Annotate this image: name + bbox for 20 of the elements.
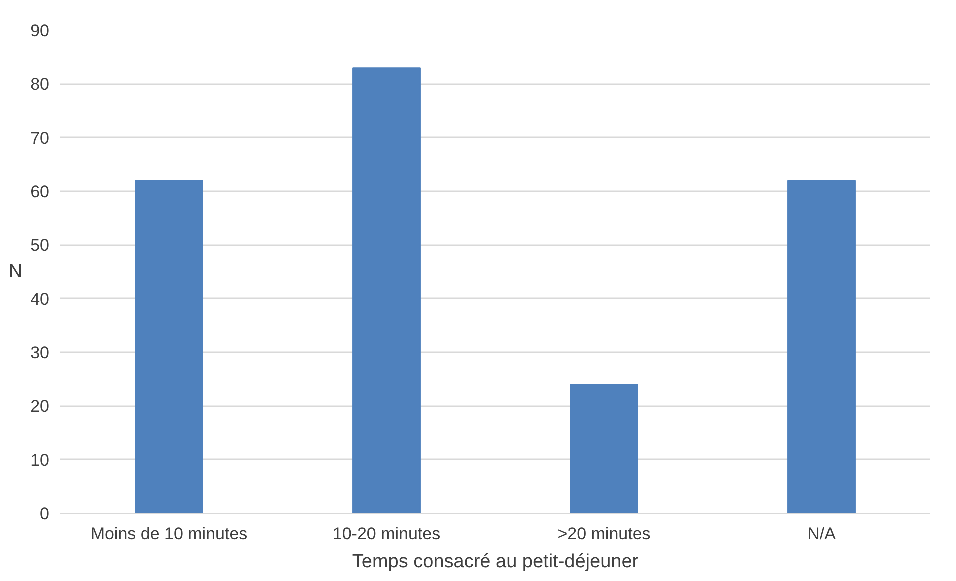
y-tick-label: 90 (30, 22, 50, 40)
y-axis-title: N (8, 262, 23, 282)
x-tick-label: N/A (808, 524, 837, 544)
y-tick-label: 30 (30, 344, 50, 362)
x-tick-label: Moins de 10 minutes (90, 524, 248, 544)
bar (135, 180, 204, 514)
bar (352, 68, 421, 514)
y-tick-label: 80 (30, 75, 50, 94)
y-tick-label: 10 (30, 450, 50, 470)
y-tick-label: 40 (30, 290, 50, 309)
x-axis-title: Temps consacré au petit-déjeuner (352, 552, 640, 572)
bar (570, 384, 638, 514)
y-tick-label: 50 (30, 236, 50, 256)
bar (788, 180, 856, 514)
y-tick-label: 60 (30, 182, 50, 202)
y-tick-label: 0 (40, 504, 50, 524)
x-tick-label: >20 minutes (558, 524, 651, 544)
x-tick-label: 10-20 minutes (332, 524, 441, 544)
y-tick-label: 70 (30, 128, 50, 148)
y-tick-label: 20 (30, 397, 50, 416)
